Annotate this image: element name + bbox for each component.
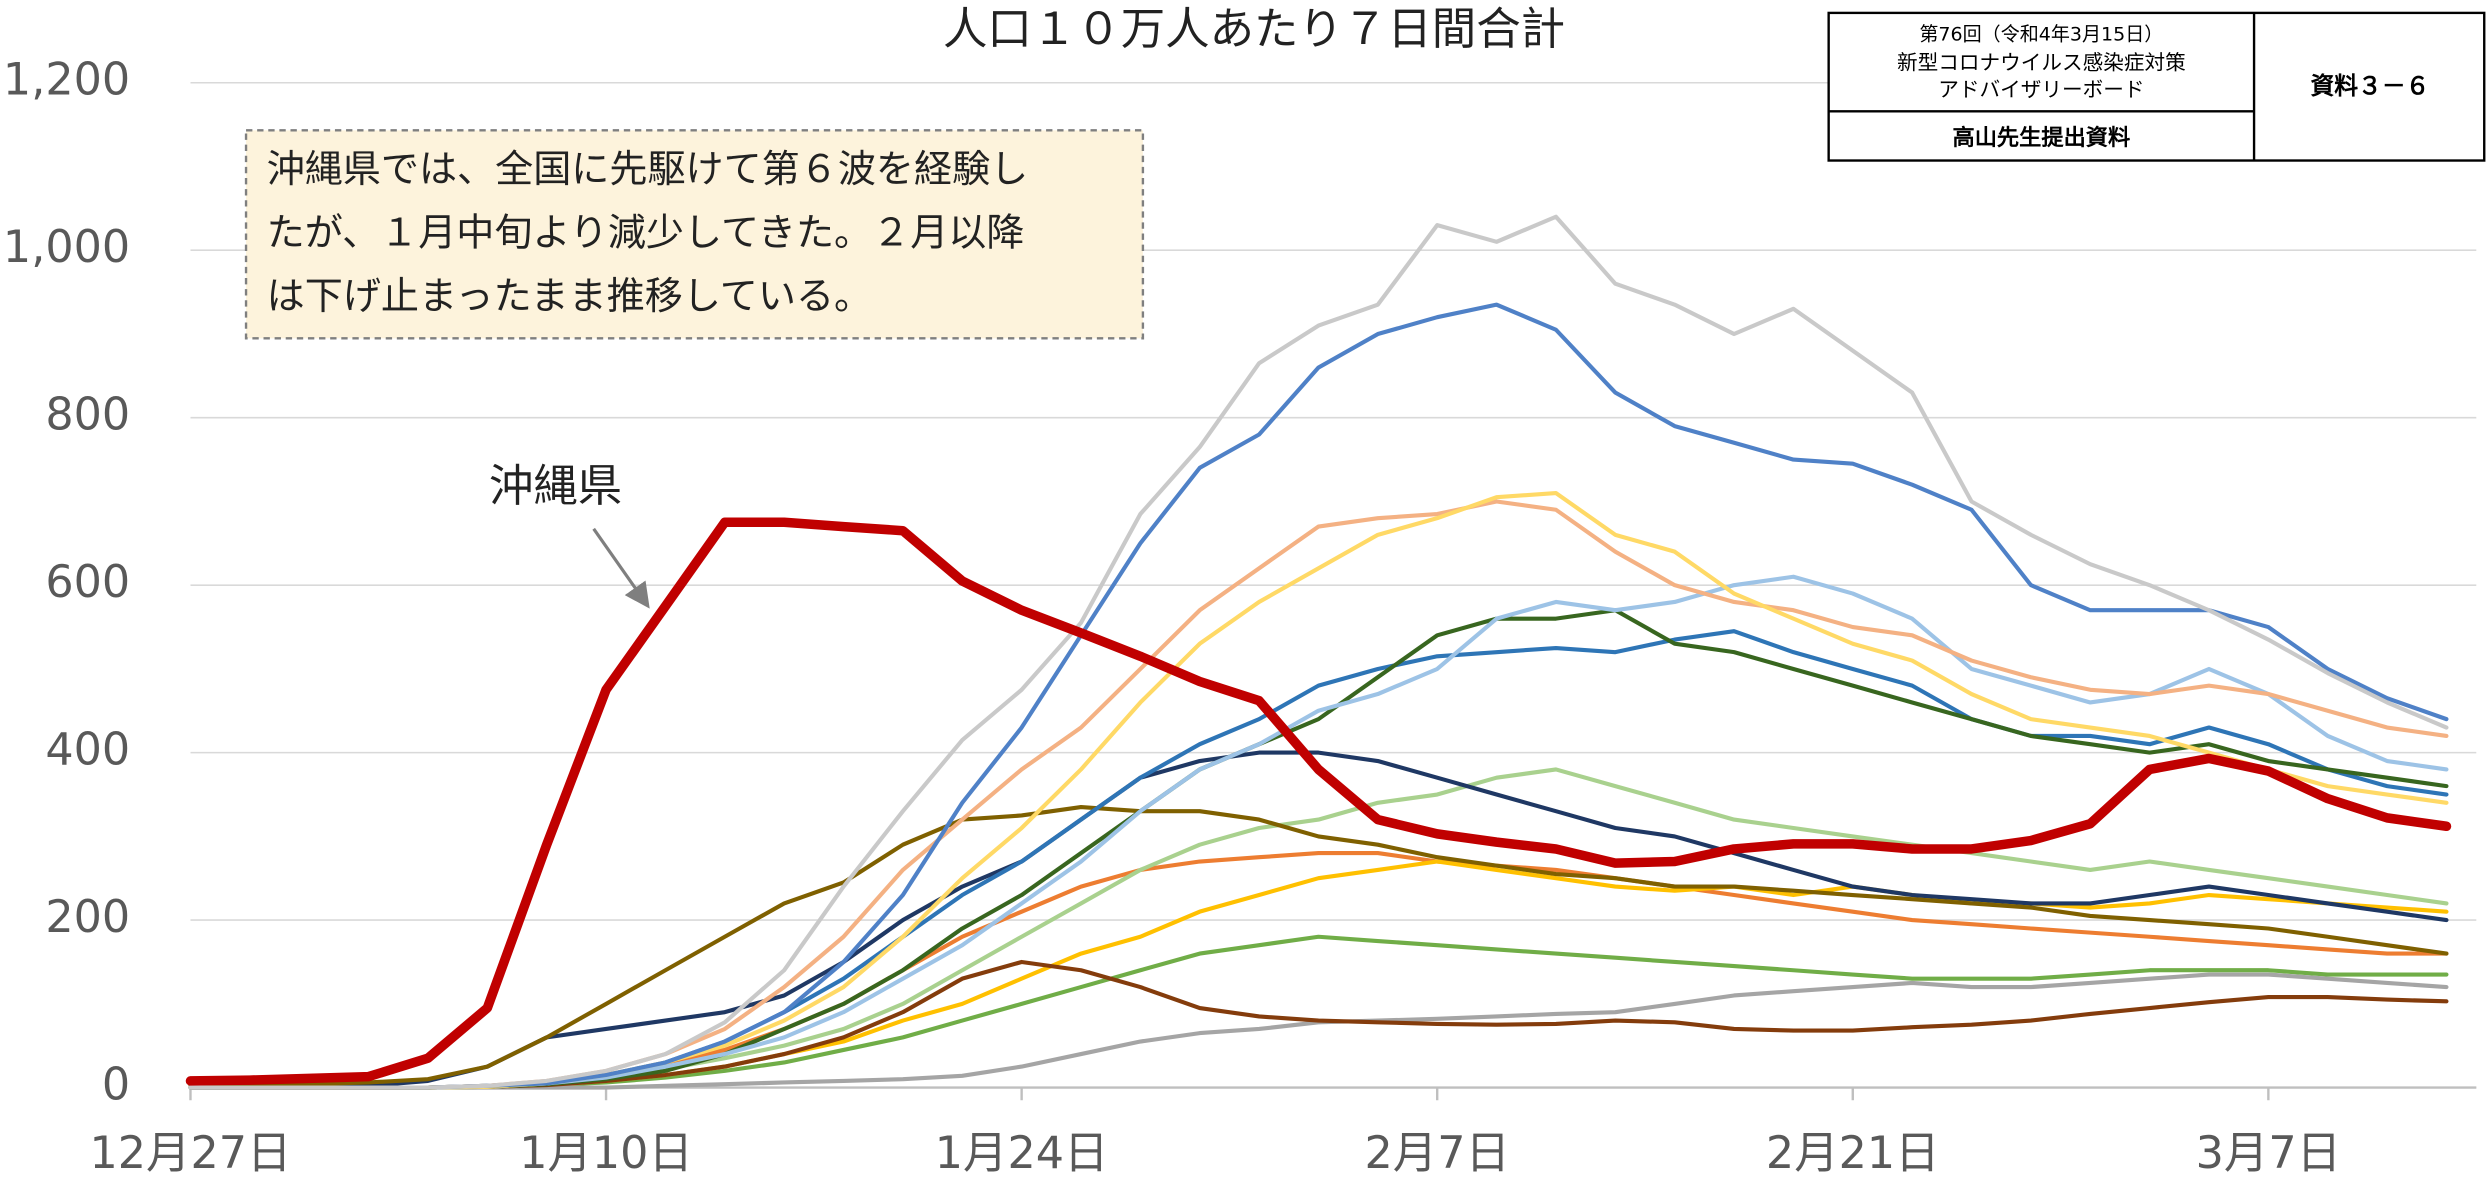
info-text: 高山先生提出資料 [1952, 124, 2130, 151]
annotation-line: 沖縄県では、全国に先駆けて第６波を経験し [267, 147, 1029, 191]
series-line [188, 805, 2449, 1088]
info-border [1827, 11, 2486, 162]
annotation-box [244, 129, 1145, 340]
series-line [188, 608, 2449, 1090]
y-tick-label: 800 [45, 390, 130, 441]
x-tick-label: 1月24日 [935, 1128, 1109, 1179]
series-line [188, 499, 2449, 1090]
annotation-line: たが、１月中旬より減少してきた。２月以降 [267, 211, 1025, 255]
series-line [185, 517, 2452, 1086]
y-tick-label: 400 [45, 725, 130, 776]
series-label: 沖縄県 [489, 461, 622, 512]
y-tick-label: 600 [45, 557, 130, 608]
plot-area: 0 200 400 600 800 1,000 1,200 12月27日 1月10日 1月24日 2… [3, 55, 2477, 1179]
series-line [188, 750, 2449, 1090]
annotation-line: は下げ止まったまま推移している。 [267, 274, 872, 318]
x-tick-label: 2月7日 [1364, 1128, 1509, 1179]
x-tick-label: 1月10日 [519, 1128, 693, 1179]
x-tick-label: 2月21日 [1766, 1128, 1940, 1179]
x-tick-label: 3月7日 [2196, 1128, 2341, 1179]
series-line [188, 767, 2449, 1090]
info-box: 第76回（令和4年3月15日） 新型コロナウイルス感染症対策 アドバイザリーボー… [1827, 11, 2486, 162]
info-text: 第76回（令和4年3月15日） [1919, 24, 2163, 46]
y-tick-label: 0 [102, 1060, 130, 1111]
info-text: 新型コロナウイルス感染症対策 [1897, 51, 2186, 75]
series-line [188, 972, 2449, 1090]
series-line [188, 214, 2449, 1090]
chart-title: 人口１０万人あたり７日間合計 [943, 4, 1565, 55]
arrow [592, 527, 650, 609]
x-tick-label: 12月27日 [90, 1128, 292, 1179]
info-text: 資料３－６ [2310, 72, 2429, 100]
y-tick-label: 200 [45, 892, 130, 943]
y-tick-label: 1,000 [3, 222, 130, 273]
series-line [188, 491, 2449, 1090]
y-tick-label: 1,200 [3, 55, 130, 106]
info-text: アドバイザリーボード [1938, 78, 2144, 102]
series-line [188, 302, 2449, 1090]
